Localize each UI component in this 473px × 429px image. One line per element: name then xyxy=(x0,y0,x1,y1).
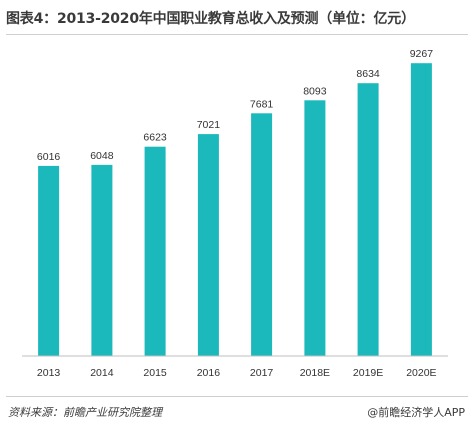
brand-credit: @前瞻经济学人APP xyxy=(367,406,465,419)
bars-group xyxy=(38,63,432,356)
bar-2017 xyxy=(251,113,273,356)
value-label-2015: 6623 xyxy=(143,132,167,144)
value-label-2017: 7681 xyxy=(250,98,274,110)
chart-title: 图表4：2013-2020年中国职业教育总收入及预测（单位：亿元） xyxy=(6,11,415,27)
value-label-2018E: 8093 xyxy=(303,85,327,97)
value-label-2016: 7021 xyxy=(197,119,221,131)
x-tick-label-2018E: 2018E xyxy=(300,367,330,379)
value-label-2020E: 9267 xyxy=(410,48,434,60)
footer-divider xyxy=(6,396,468,397)
source-note: 资料来源：前瞻产业研究院整理 xyxy=(8,406,162,419)
bar-2015 xyxy=(144,146,166,356)
bar-2018E xyxy=(304,100,326,356)
x-tick-label-2014: 2014 xyxy=(90,367,114,379)
x-tick-label-2017: 2017 xyxy=(250,367,274,379)
title-divider xyxy=(6,34,468,35)
bar-2020E xyxy=(410,63,432,356)
x-tick-label-2020E: 2020E xyxy=(406,367,436,379)
value-labels-group: 6016 6048 6623 7021 7681 8093 8634 9267 xyxy=(37,48,433,163)
value-label-2014: 6048 xyxy=(90,150,114,162)
bar-2019E xyxy=(357,83,379,356)
x-tick-labels-group: 2013 2014 2015 2016 2017 2018E 2019E 2020E xyxy=(37,367,437,379)
bar-2016 xyxy=(197,134,219,356)
x-tick-label-2019E: 2019E xyxy=(353,367,383,379)
value-label-2013: 6016 xyxy=(37,151,61,163)
bar-2014 xyxy=(91,164,113,356)
value-label-2019E: 8634 xyxy=(356,68,380,80)
bar-2013 xyxy=(38,165,60,356)
x-tick-label-2015: 2015 xyxy=(143,367,167,379)
x-tick-label-2016: 2016 xyxy=(197,367,221,379)
x-tick-label-2013: 2013 xyxy=(37,367,61,379)
